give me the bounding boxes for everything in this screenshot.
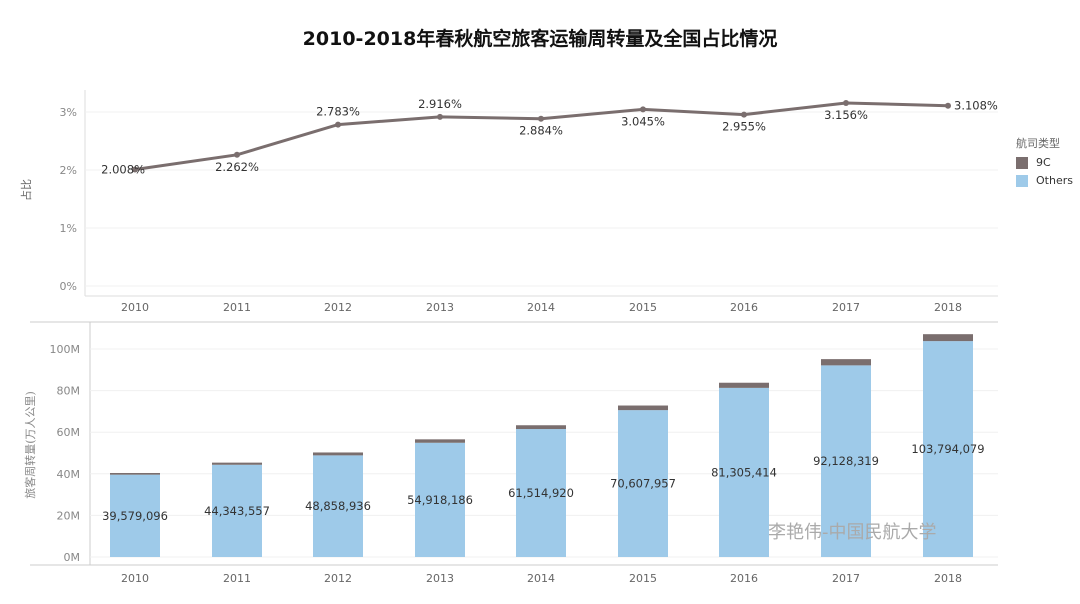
data-label: 39,579,096	[102, 509, 168, 523]
x-tick-label: 2018	[934, 572, 962, 585]
x-tick-label: 2014	[527, 301, 555, 314]
data-label: 48,858,936	[305, 499, 371, 513]
data-label: 81,305,414	[711, 465, 777, 479]
x-tick-label: 2012	[324, 572, 352, 585]
legend-label: 9C	[1036, 156, 1051, 169]
x-tick-label: 2017	[832, 572, 860, 585]
data-point[interactable]	[538, 115, 544, 122]
data-label: 44,343,557	[204, 504, 270, 518]
bar-others[interactable]	[618, 410, 668, 557]
x-tick-label: 2010	[121, 572, 149, 585]
y-tick-label: 0%	[60, 280, 77, 293]
data-label: 2.916%	[418, 97, 462, 111]
legend-swatch	[1016, 156, 1028, 169]
x-tick-label: 2012	[324, 301, 352, 314]
y-axis-label: 占比	[19, 179, 33, 201]
data-label: 2.008%	[101, 163, 145, 177]
bar-9c[interactable]	[212, 462, 262, 465]
x-tick-label: 2011	[223, 572, 251, 585]
x-tick-label: 2016	[730, 572, 758, 585]
y-tick-label: 60M	[57, 426, 81, 439]
bar-others[interactable]	[719, 387, 769, 557]
data-label: 3.108%	[954, 99, 998, 113]
data-label: 61,514,920	[508, 486, 574, 500]
legend-title: 航司类型	[1016, 137, 1060, 150]
x-tick-label: 2011	[223, 301, 251, 314]
data-label: 54,918,186	[407, 493, 473, 507]
x-tick-label: 2010	[121, 301, 149, 314]
data-label: 2.884%	[519, 124, 563, 138]
x-tick-label: 2016	[730, 301, 758, 314]
y-tick-label: 40M	[57, 468, 81, 481]
data-label: 70,607,957	[610, 477, 676, 491]
data-point[interactable]	[234, 151, 240, 158]
bar-others[interactable]	[110, 474, 160, 557]
bar-others[interactable]	[212, 464, 262, 557]
data-point[interactable]	[335, 121, 341, 128]
y-tick-label: 0M	[64, 551, 81, 564]
data-label: 103,794,079	[911, 442, 984, 456]
y-tick-label: 80M	[57, 385, 81, 398]
watermark: 李艳伟-中国民航大学	[768, 522, 937, 543]
x-tick-label: 2013	[426, 301, 454, 314]
x-tick-label: 2015	[629, 301, 657, 314]
bar-9c[interactable]	[719, 382, 769, 388]
legend-item-9c[interactable]: 9C	[1016, 156, 1073, 169]
bar-others[interactable]	[516, 429, 566, 557]
bar-others[interactable]	[821, 365, 871, 557]
data-point[interactable]	[843, 99, 849, 106]
data-label: 2.783%	[316, 105, 360, 119]
data-label: 3.045%	[621, 114, 665, 128]
data-point[interactable]	[437, 113, 443, 120]
bar-9c[interactable]	[923, 334, 973, 342]
x-tick-label: 2018	[934, 301, 962, 314]
chart-title: 2010-2018年春秋航空旅客运输周转量及全国占比情况	[302, 28, 778, 50]
x-tick-label: 2015	[629, 572, 657, 585]
legend-item-others[interactable]: Others	[1016, 174, 1073, 187]
x-tick-label: 2013	[426, 572, 454, 585]
y-tick-label: 100M	[50, 343, 81, 356]
legend-swatch	[1016, 174, 1028, 187]
y-tick-label: 3%	[60, 106, 77, 119]
data-point[interactable]	[640, 106, 646, 113]
data-point[interactable]	[741, 111, 747, 118]
data-label: 2.262%	[215, 160, 259, 174]
bar-9c[interactable]	[516, 425, 566, 430]
bar-9c[interactable]	[618, 405, 668, 411]
data-label: 3.156%	[824, 108, 868, 122]
bar-9c[interactable]	[110, 472, 160, 475]
bar-9c[interactable]	[821, 359, 871, 366]
x-tick-label: 2017	[832, 301, 860, 314]
data-label: 92,128,319	[813, 454, 879, 468]
y-axis-label: 旅客周转量(万人公里)	[23, 391, 37, 499]
bar-9c[interactable]	[313, 452, 363, 456]
x-tick-label: 2014	[527, 572, 555, 585]
bar-others[interactable]	[923, 341, 973, 557]
legend: 航司类型 9C Others	[1016, 135, 1073, 192]
bar-others[interactable]	[313, 455, 363, 557]
data-label: 2.955%	[722, 120, 766, 134]
legend-label: Others	[1036, 174, 1073, 187]
bar-others[interactable]	[415, 442, 465, 557]
data-point[interactable]	[132, 166, 138, 173]
y-tick-label: 2%	[60, 164, 77, 177]
y-tick-label: 20M	[57, 509, 81, 522]
y-tick-label: 1%	[60, 222, 77, 235]
data-point[interactable]	[945, 102, 951, 109]
bar-9c[interactable]	[415, 439, 465, 443]
